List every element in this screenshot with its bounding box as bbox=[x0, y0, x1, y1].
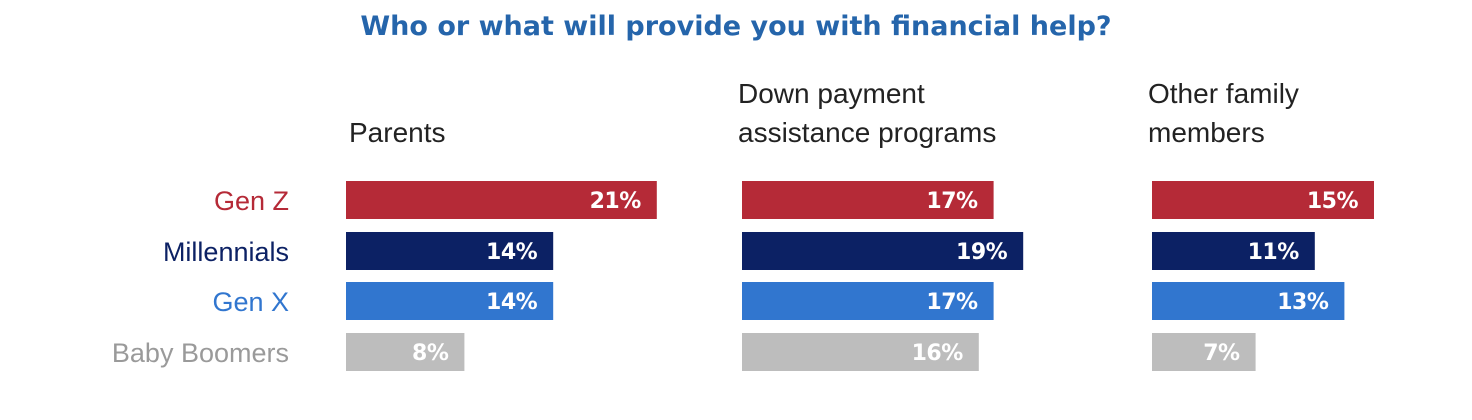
bar-value-label: 21% bbox=[590, 189, 642, 214]
panel-title-line: members bbox=[1148, 117, 1265, 148]
bar-gen-x bbox=[346, 282, 554, 320]
row-label-baby-boomers: Baby Boomers bbox=[112, 338, 289, 368]
row-label-gen-z: Gen Z bbox=[214, 186, 289, 216]
bar-value-label: 15% bbox=[1307, 189, 1359, 214]
panel-title-line: Parents bbox=[349, 117, 446, 148]
bar-value-label: 16% bbox=[912, 341, 964, 366]
bar-millennials bbox=[346, 232, 554, 270]
panel-1: Parents 21% 14% 14% 8% bbox=[346, 117, 657, 371]
bar-value-label: 19% bbox=[956, 240, 1008, 265]
bar-baby-boomers bbox=[1152, 333, 1256, 371]
panel-title-line: Down payment bbox=[738, 78, 925, 109]
bar-millennials bbox=[742, 232, 1024, 270]
panel-title-line: Other family bbox=[1148, 78, 1299, 109]
panel-title-line: assistance programs bbox=[738, 117, 996, 148]
bar-value-label: 14% bbox=[486, 290, 538, 315]
bar-baby-boomers bbox=[742, 333, 979, 371]
panel-3: Other family members 15% 11% 13% 7% bbox=[1148, 78, 1374, 371]
row-labels: Gen Z Millennials Gen X Baby Boomers bbox=[112, 186, 289, 368]
row-label-gen-x: Gen X bbox=[212, 287, 289, 317]
bar-value-label: 14% bbox=[486, 240, 538, 265]
bar-value-label: 17% bbox=[926, 290, 978, 315]
bar-value-label: 13% bbox=[1277, 290, 1329, 315]
bar-baby-boomers bbox=[346, 333, 465, 371]
bar-value-label: 8% bbox=[412, 341, 449, 366]
panel-2: Down payment assistance programs 17% 19% 17%… bbox=[738, 78, 1024, 371]
bar-gen-x bbox=[742, 282, 994, 320]
chart-panels: Parents 21% 14% 14% 8% Down payment assistance… bbox=[346, 78, 1374, 371]
bar-gen-x bbox=[1152, 282, 1345, 320]
chart-title: Who or what will provide you with financ… bbox=[360, 11, 1111, 42]
bar-gen-z bbox=[742, 181, 994, 219]
bar-gen-z bbox=[346, 181, 657, 219]
bar-value-label: 17% bbox=[926, 189, 978, 214]
bar-value-label: 7% bbox=[1203, 341, 1240, 366]
bar-millennials bbox=[1152, 232, 1315, 270]
bar-gen-z bbox=[1152, 181, 1374, 219]
row-label-millennials: Millennials bbox=[163, 237, 289, 267]
bar-value-label: 11% bbox=[1248, 240, 1300, 265]
